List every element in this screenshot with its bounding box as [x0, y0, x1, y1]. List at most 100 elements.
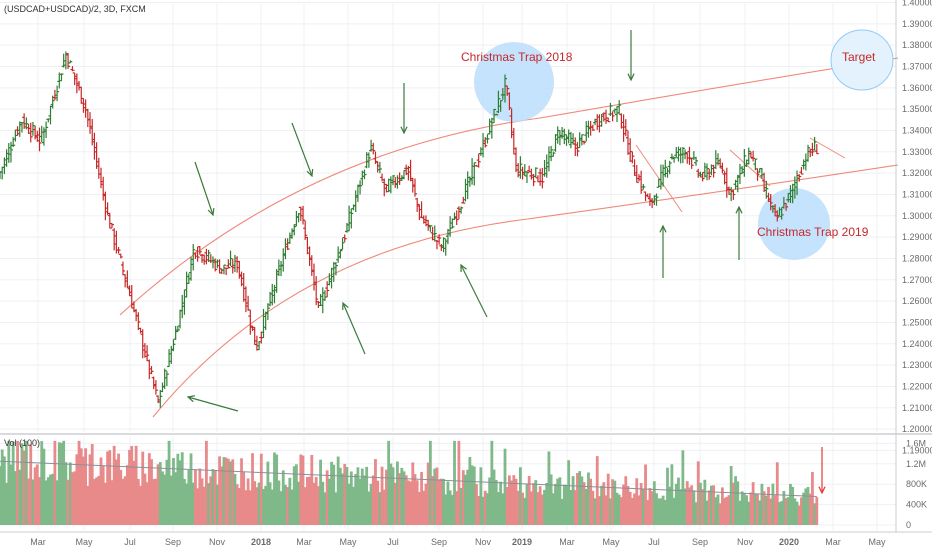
- price-tick-label: 1.39000: [902, 19, 932, 29]
- volume-bar: [461, 470, 465, 525]
- volume-bar: [259, 453, 263, 525]
- volume-bar: [297, 481, 301, 525]
- arrow-head: [627, 73, 635, 82]
- arrow-shaft: [187, 396, 239, 412]
- volume-bar: [11, 441, 15, 525]
- volume-bar: [358, 478, 362, 525]
- volume-bar: [802, 492, 806, 525]
- volume-bar: [782, 490, 786, 525]
- volume-bar: [784, 498, 788, 525]
- price-tick-label: 1.24000: [902, 339, 932, 349]
- volume-bar: [679, 489, 683, 525]
- volume-bar: [538, 486, 542, 525]
- volume-bar: [220, 466, 224, 525]
- volume-bar: [508, 475, 511, 525]
- volume-bar: [84, 448, 88, 525]
- time-tick-label: Nov: [737, 537, 754, 547]
- volume-bar: [773, 495, 777, 525]
- volume-bar: [154, 478, 158, 525]
- volume-bar: [804, 488, 808, 525]
- volume-bar: [479, 467, 483, 525]
- volume-bar: [606, 473, 610, 525]
- volume-bar: [459, 487, 463, 525]
- volume-bar: [760, 483, 764, 525]
- volume-bar: [378, 492, 382, 525]
- volume-bar: [424, 483, 428, 525]
- volume-bar: [253, 481, 257, 525]
- volume-bar: [652, 481, 656, 525]
- volume-bar: [547, 451, 551, 525]
- volume-bars: [0, 440, 819, 525]
- volume-bar: [527, 475, 531, 525]
- volume-bar: [567, 460, 571, 525]
- volume-bar: [644, 464, 647, 525]
- volume-bar: [505, 486, 509, 525]
- volume-moving-average: [0, 460, 817, 497]
- price-tick-label: 1.36000: [902, 83, 932, 93]
- volume-bar: [240, 458, 243, 525]
- volume-bar: [167, 440, 171, 525]
- volume-bar: [439, 478, 443, 525]
- volume-bar: [428, 440, 432, 525]
- time-tick-label: 2019: [512, 537, 532, 547]
- volume-bar: [369, 483, 373, 525]
- volume-bar: [334, 492, 338, 525]
- volume-bar: [16, 440, 19, 525]
- time-tick-label: May: [75, 537, 93, 547]
- volume-bar: [237, 488, 241, 525]
- volume-bar: [13, 471, 17, 525]
- volume-bar: [617, 494, 621, 525]
- volume-bar: [488, 477, 492, 525]
- volume-bar: [0, 466, 2, 525]
- volume-bar: [288, 477, 292, 525]
- volume-bar: [106, 451, 109, 525]
- volume-bar: [242, 471, 246, 525]
- volume-bar: [472, 466, 476, 525]
- volume-bar: [518, 467, 522, 525]
- volume-bar: [207, 483, 210, 525]
- volume-bar: [582, 482, 586, 525]
- volume-bar: [453, 440, 456, 525]
- volume-bar: [226, 458, 230, 525]
- volume-bar: [33, 467, 37, 525]
- volume-bar: [352, 486, 355, 525]
- arrow-head: [400, 126, 408, 135]
- volume-bar: [411, 462, 415, 525]
- volume-bar: [525, 483, 529, 525]
- volume-bar: [685, 481, 689, 525]
- volume-bar: [562, 484, 566, 525]
- volume-bar: [42, 448, 46, 525]
- volume-bar: [573, 490, 577, 525]
- volume-bar: [578, 471, 582, 525]
- volume-bar: [661, 495, 665, 525]
- volume-bar: [677, 477, 680, 525]
- volume-bar: [595, 456, 599, 525]
- volume-bar: [756, 494, 759, 525]
- volume-bar: [725, 496, 729, 525]
- volume-bar: [758, 500, 762, 525]
- volume-bar: [387, 440, 391, 525]
- annotation-arrows: [186, 30, 826, 495]
- volume-bar: [299, 454, 303, 525]
- volume-bar: [125, 465, 129, 525]
- volume-bar: [398, 473, 402, 525]
- volume-bar: [771, 483, 775, 525]
- price-tick-label: 1.29000: [902, 232, 932, 242]
- volume-bar: [180, 452, 184, 525]
- volume-bar: [141, 451, 145, 525]
- volume-bar: [442, 478, 445, 525]
- volume-bar: [251, 453, 254, 525]
- volume-bar: [619, 497, 623, 525]
- volume-bar: [435, 467, 439, 525]
- volume-bar: [376, 480, 380, 525]
- volume-bar: [5, 482, 8, 525]
- volume-bar: [264, 485, 268, 525]
- volume-bar: [635, 478, 639, 525]
- volume-bar: [281, 470, 285, 525]
- volume-bar: [727, 495, 731, 525]
- volume-bar: [646, 499, 650, 525]
- mini-channel-line: [729, 149, 771, 187]
- volume-bar: [670, 464, 674, 525]
- volume-bar: [433, 468, 437, 525]
